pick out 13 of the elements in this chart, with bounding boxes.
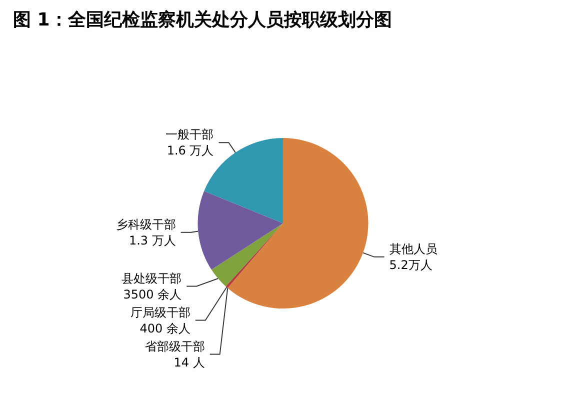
text: 1.3 万人 [128, 233, 176, 248]
slice-label: 乡科级干部 [116, 217, 176, 232]
text: 1.6 万人 [166, 144, 214, 158]
slice-label: 一般干部 [166, 128, 214, 142]
slice-label: 厅局级干部 [130, 305, 190, 320]
slice-label: 省部级干部 [144, 339, 205, 354]
text: 5.2万人 [389, 258, 432, 272]
slice-label: 其他人员 [389, 242, 438, 256]
text: 400 余人 [140, 321, 190, 336]
slice-label: 县处级干部 [122, 271, 182, 286]
chart-title: 图 1：全国纪检监察机关处分人员按职级划分图 [13, 10, 392, 30]
text: 14 人 [174, 355, 205, 370]
text: 3500 余人 [123, 287, 182, 302]
